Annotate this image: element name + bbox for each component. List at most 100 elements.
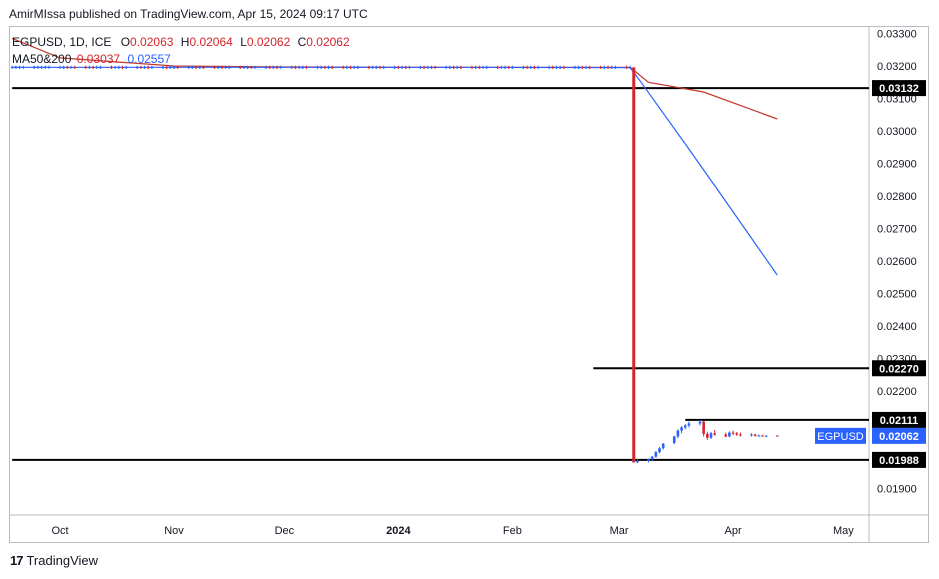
candle xyxy=(650,456,654,460)
candle xyxy=(113,67,117,69)
candle xyxy=(117,67,121,69)
candle xyxy=(775,435,779,437)
candle xyxy=(216,67,220,69)
candle xyxy=(378,67,382,69)
candle xyxy=(680,427,683,431)
candle xyxy=(573,67,577,69)
ohlc-legend: EGPUSD, 1D, ICE O0.02063 H0.02064 L0.020… xyxy=(12,35,350,49)
candle xyxy=(330,67,334,69)
brand-name: TradingView xyxy=(26,553,99,568)
candle xyxy=(728,432,731,437)
candle xyxy=(614,67,617,69)
y-tick-label: 0.02400 xyxy=(877,321,917,333)
symbol-badge-label: EGPUSD xyxy=(817,431,864,443)
ma-legend: MA50&200 0.03037 0.02557 xyxy=(12,52,171,66)
candle xyxy=(698,421,702,424)
candle xyxy=(99,67,102,69)
candle xyxy=(40,67,43,69)
ma200-value: 0.02557 xyxy=(127,52,171,66)
candle xyxy=(319,67,323,69)
candle xyxy=(275,67,279,69)
devaluation-candle xyxy=(632,67,636,463)
x-tick-label: Oct xyxy=(51,525,68,537)
candle xyxy=(529,67,533,69)
candle xyxy=(687,423,691,426)
price-badge-label: 0.01988 xyxy=(879,455,919,467)
price-badge xyxy=(872,427,926,444)
legend-high-label: H xyxy=(180,35,190,49)
candle xyxy=(625,67,628,69)
legend-symbol[interactable]: EGPUSD, 1D, ICE xyxy=(12,35,112,49)
candle xyxy=(220,67,224,69)
legend-low-label: L xyxy=(240,35,247,49)
candle xyxy=(507,67,511,69)
candle xyxy=(702,421,705,434)
candle xyxy=(672,436,676,443)
candle xyxy=(194,67,198,69)
candle xyxy=(253,67,257,69)
candle xyxy=(511,67,514,69)
candle xyxy=(73,67,77,69)
candle xyxy=(558,67,562,69)
candle xyxy=(397,67,400,69)
price-badge-label: 0.02270 xyxy=(879,363,919,375)
candle xyxy=(198,67,202,69)
candle xyxy=(187,67,191,69)
candle xyxy=(400,67,404,69)
candle xyxy=(577,67,580,69)
price-badge xyxy=(872,80,926,97)
candle xyxy=(496,67,499,69)
candle xyxy=(750,434,753,436)
candle xyxy=(14,66,18,69)
candle xyxy=(706,433,709,438)
candle xyxy=(32,66,36,69)
candle xyxy=(323,67,327,69)
candle xyxy=(433,67,437,69)
candle xyxy=(95,67,99,69)
candle xyxy=(647,459,650,461)
candle xyxy=(341,67,345,69)
candle xyxy=(764,435,768,437)
y-tick-label: 0.02500 xyxy=(877,289,917,301)
candle xyxy=(654,452,658,457)
candle xyxy=(474,67,477,69)
candle xyxy=(227,67,231,69)
x-tick-label: Feb xyxy=(503,525,522,537)
candle xyxy=(522,67,525,69)
ma-legend-label[interactable]: MA50&200 xyxy=(12,52,72,66)
y-tick-label: 0.02800 xyxy=(877,191,917,203)
candle xyxy=(202,67,205,69)
tradingview-brand[interactable]: 17 TradingView xyxy=(10,553,98,568)
candle xyxy=(165,67,168,69)
legend-close-label: C xyxy=(297,35,307,49)
candle xyxy=(430,67,433,69)
candle xyxy=(603,67,606,69)
candle xyxy=(588,67,591,69)
candle xyxy=(246,67,249,69)
candle xyxy=(191,67,194,69)
candle xyxy=(213,67,216,69)
candle xyxy=(305,67,308,69)
candle xyxy=(533,67,536,69)
candle xyxy=(610,67,613,69)
ma50-value: 0.03037 xyxy=(76,52,121,66)
candle xyxy=(455,67,459,69)
candle xyxy=(562,67,566,69)
candle xyxy=(161,67,165,69)
candle xyxy=(238,67,242,69)
chart-frame[interactable] xyxy=(9,26,929,543)
candle xyxy=(599,67,602,69)
y-tick-label: 0.02600 xyxy=(877,256,917,268)
candle xyxy=(636,460,639,463)
candle xyxy=(459,67,463,69)
candle xyxy=(485,67,488,69)
candle xyxy=(121,67,124,69)
candle xyxy=(352,67,356,69)
candle xyxy=(735,433,739,435)
candle xyxy=(345,67,349,69)
tradingview-logo-icon: 17 xyxy=(10,553,24,568)
candle xyxy=(739,434,742,436)
candle xyxy=(135,67,139,69)
candle xyxy=(316,67,319,69)
